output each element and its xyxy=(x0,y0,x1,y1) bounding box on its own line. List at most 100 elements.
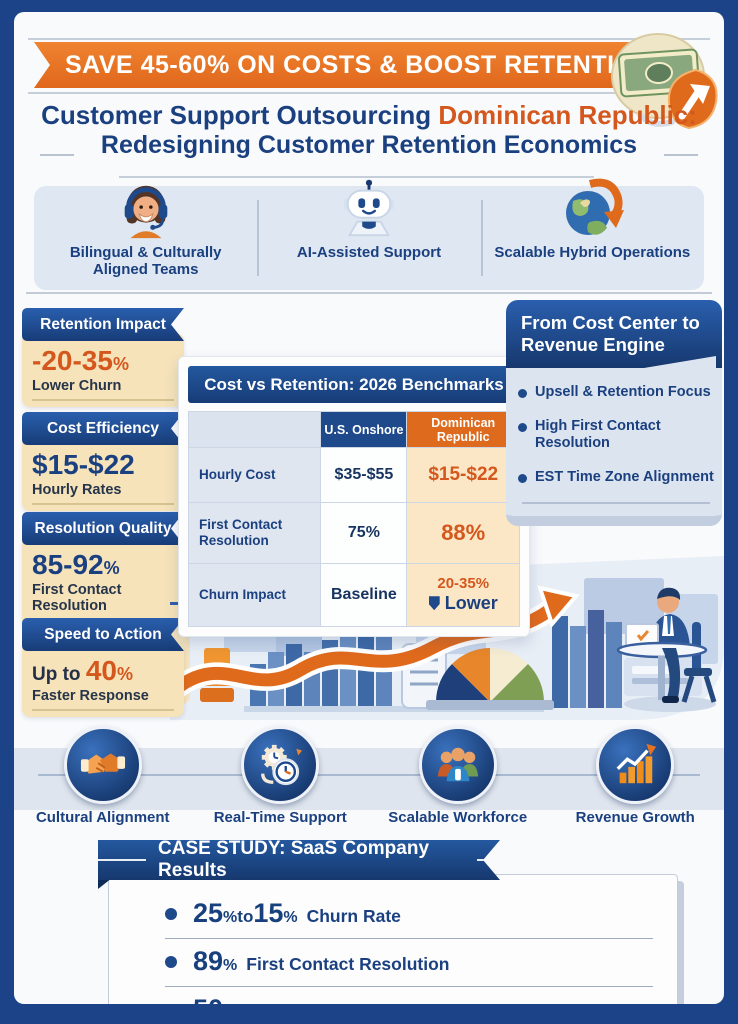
benefit-revenue-growth: Revenue Growth xyxy=(547,724,725,828)
dr-value: 88% xyxy=(406,502,520,564)
feature-label: Scalable Hybrid Operations xyxy=(494,244,691,261)
stat-card: $15-$22 Hourly Rates xyxy=(22,437,184,511)
handshake-icon xyxy=(63,726,142,804)
stat-header: Speed to Action xyxy=(22,618,184,651)
col-header-empty xyxy=(187,411,322,448)
case-study-section: CASE STUDY: SaaS Company Results 25% to … xyxy=(14,836,724,1004)
us-value: Baseline xyxy=(320,563,408,627)
bullet-dot xyxy=(518,389,527,399)
feature-hybrid-operations: Scalable Hybrid Operations xyxy=(480,178,704,290)
savings-banner: SAVE 45-60% ON COSTS & BOOST RETENTION xyxy=(34,42,684,88)
benchmarks-table-card: Cost vs Retention: 2026 Benchmarks U.S. … xyxy=(178,356,530,637)
divider xyxy=(522,501,710,504)
stat-header: Resolution Quality xyxy=(22,512,184,545)
title-line1-orange: Dominican Republic: xyxy=(438,100,697,130)
stat-value: $15-$22 xyxy=(32,449,135,480)
us-value: $35-$55 xyxy=(320,447,408,503)
stat-card: 85-92% First Contact Resolution xyxy=(22,537,184,627)
benefit-label: Scalable Workforce xyxy=(388,809,528,826)
robot-icon xyxy=(338,174,400,240)
case-study-item-label: Cost Savings xyxy=(246,1002,357,1004)
dr-value: $15-$22 xyxy=(406,447,520,503)
row-label: Hourly Cost xyxy=(187,447,322,503)
money-growth-icon xyxy=(606,28,718,137)
row-label: Churn Impact xyxy=(187,563,322,627)
divider xyxy=(119,176,594,178)
stat-header-label: Resolution Quality xyxy=(34,519,172,537)
stat-value: 85-92% xyxy=(32,549,120,580)
stat-caption: First Contact Resolution xyxy=(32,581,122,614)
bullet-dot xyxy=(518,422,527,432)
divider xyxy=(28,38,710,40)
stat-resolution-quality: Resolution Quality 85-92% First Contact … xyxy=(22,512,184,627)
case-study-card: 25% to 15% Churn Rate 89% First Contact … xyxy=(108,874,678,1004)
stat-header: Cost Efficiency xyxy=(22,412,184,445)
divider xyxy=(32,708,174,711)
stat-retention-impact: Retention Impact -20-35% Lower Churn xyxy=(22,308,184,407)
bullet-item: EST Time Zone Alignment xyxy=(518,469,714,486)
us-value: 75% xyxy=(320,502,408,564)
infographic-page: SAVE 45-60% ON COSTS & BOOST RETENTION C… xyxy=(14,12,724,1004)
stat-card: Up to 40% Faster Response xyxy=(22,643,184,717)
bullet-label: EST Time Zone Alignment xyxy=(535,468,714,485)
bullet-dot xyxy=(518,473,527,483)
stat-caption: Lower Churn xyxy=(32,377,122,394)
churn-dr-sub: Lower xyxy=(444,592,498,613)
globe-arrow-icon xyxy=(560,174,625,240)
benefit-scalable-workforce: Scalable Workforce xyxy=(369,724,547,828)
benchmarks-table: U.S. Onshore Dominican Republic Hourly C… xyxy=(187,411,520,627)
page-title: Customer Support Outsourcing Dominican R… xyxy=(14,100,724,160)
stat-header: Retention Impact xyxy=(22,308,184,341)
feature-bilingual-teams: Bilingual & Culturally Aligned Teams xyxy=(34,185,257,290)
bullet-item: Upsell & Retention Focus xyxy=(518,384,714,401)
stat-header-label: Speed to Action xyxy=(44,625,162,643)
col-header-dr: Dominican Republic xyxy=(406,411,520,448)
revenue-panel-title-line1: From Cost Center to xyxy=(521,312,700,333)
case-study-item-savings: 50% Cost Savings xyxy=(165,987,653,1004)
feature-ai-support: AI-Assisted Support xyxy=(257,179,480,290)
stat-card: -20-35% Lower Churn xyxy=(22,333,184,407)
case-study-title: CASE STUDY: SaaS Company Results xyxy=(158,838,430,881)
divider xyxy=(28,92,710,94)
revenue-engine-panel: From Cost Center to Revenue Engine Upsel… xyxy=(506,300,722,526)
table-row-churn-impact: Churn Impact Baseline 20-35% Lower xyxy=(187,563,520,627)
bullet-label: High First Contact Resolution xyxy=(535,417,661,452)
bullet-dot xyxy=(165,907,177,920)
case-study-item-fcr: 89% First Contact Resolution xyxy=(165,939,653,987)
table-title: Cost vs Retention: 2026 Benchmarks xyxy=(188,366,520,403)
revenue-panel-body: Upsell & Retention Focus High First Cont… xyxy=(506,368,722,526)
stat-value: Up to 40% xyxy=(32,655,133,686)
divider xyxy=(32,398,174,401)
benefit-realtime-support: Real-Time Support xyxy=(192,724,370,828)
stat-header-label: Cost Efficiency xyxy=(47,419,159,437)
bullet-dot xyxy=(165,1003,177,1004)
benefits-row: Cultural Alignment xyxy=(14,724,724,828)
table-header-row: U.S. Onshore Dominican Republic xyxy=(187,411,520,448)
case-study-item-churn: 25% to 15% Churn Rate xyxy=(165,891,653,939)
revenue-chart-icon xyxy=(596,726,675,804)
ribbon-fold xyxy=(98,878,112,889)
stat-value: -20-35% xyxy=(32,345,129,376)
bullet-dot xyxy=(165,955,177,968)
churn-dr-value: 20-35% xyxy=(437,575,490,593)
divider xyxy=(40,154,74,156)
main-section: Retention Impact -20-35% Lower Churn Cos… xyxy=(14,290,724,720)
savings-banner-text: SAVE 45-60% ON COSTS & BOOST RETENTION xyxy=(64,50,654,79)
connector-line xyxy=(38,774,700,776)
stat-caption: Hourly Rates xyxy=(32,481,122,498)
bullet-item: High First Contact Resolution xyxy=(518,418,714,453)
person-at-desk xyxy=(616,587,717,712)
revenue-panel-title: From Cost Center to Revenue Engine xyxy=(506,300,722,370)
benefit-cultural-alignment: Cultural Alignment xyxy=(14,724,192,828)
case-study-item-label: Churn Rate xyxy=(306,906,401,926)
benefit-label: Revenue Growth xyxy=(575,809,695,826)
support-agent-icon xyxy=(115,174,177,240)
benefit-label: Real-Time Support xyxy=(213,809,347,826)
workforce-icon xyxy=(418,726,497,804)
row-label: First Contact Resolution xyxy=(187,502,322,564)
stat-caption: Faster Response xyxy=(32,687,149,704)
down-arrow-icon xyxy=(428,596,440,611)
stat-header-label: Retention Impact xyxy=(40,315,166,333)
benefit-label: Cultural Alignment xyxy=(35,809,170,826)
